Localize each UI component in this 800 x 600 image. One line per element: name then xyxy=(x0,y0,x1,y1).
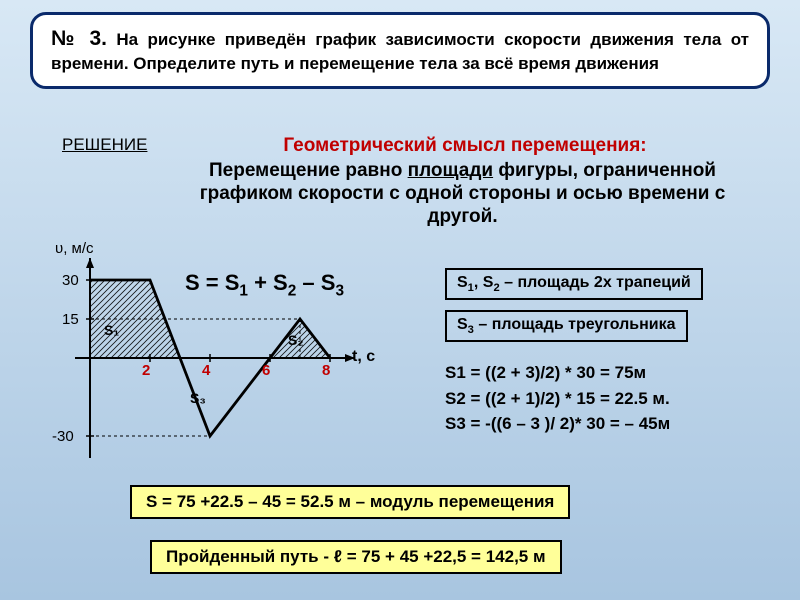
ytick-15: 15 xyxy=(62,311,79,328)
geom-underline: площади xyxy=(408,160,493,181)
calc-s1: S1 = ((2 + 3)/2) * 30 = 75м xyxy=(445,360,670,386)
geometric-title: Геометрический смысл перемещения: xyxy=(190,135,740,157)
problem-text: На рисунке приведён график зависимости с… xyxy=(51,30,749,73)
formula-main: S = S1 + S2 – S3 xyxy=(185,270,344,300)
x-axis-label: t, c xyxy=(352,348,375,366)
region-s2: S₂ xyxy=(288,332,304,348)
geometric-body: Перемещение равно площади фигуры, ограни… xyxy=(165,160,760,228)
calc-s3: S3 = -((6 – 3 )/ 2)* 30 = – 45м xyxy=(445,411,670,437)
xtick-6: 6 xyxy=(262,362,270,379)
box-trapezoid: S1, S2 – площадь 2х трапеций xyxy=(445,268,703,300)
ytick-n30: -30 xyxy=(52,428,74,445)
geom-pre: Перемещение равно xyxy=(209,160,408,181)
xtick-2: 2 xyxy=(142,362,150,379)
y-axis-label: υ, м/с xyxy=(55,240,94,257)
path-result: Пройденный путь - ℓ = 75 + 45 +22,5 = 14… xyxy=(150,540,562,574)
xtick-8: 8 xyxy=(322,362,330,379)
region-s3: S₃ xyxy=(190,390,206,406)
problem-number: № 3. xyxy=(51,27,107,50)
xtick-4: 4 xyxy=(202,362,210,379)
ytick-30: 30 xyxy=(62,272,79,289)
solution-heading: РЕШЕНИЕ xyxy=(62,135,147,155)
box-triangle: S3 – площадь треугольника xyxy=(445,310,688,342)
problem-box: № 3. На рисунке приведён график зависимо… xyxy=(30,12,770,89)
displacement-result: S = 75 +22.5 – 45 = 52.5 м – модуль пере… xyxy=(130,485,570,519)
region-s1: S₁ xyxy=(104,322,119,338)
calc-s2: S2 = ((2 + 1)/2) * 15 = 22.5 м. xyxy=(445,386,670,412)
calculations: S1 = ((2 + 3)/2) * 30 = 75м S2 = ((2 + 1… xyxy=(445,360,670,437)
